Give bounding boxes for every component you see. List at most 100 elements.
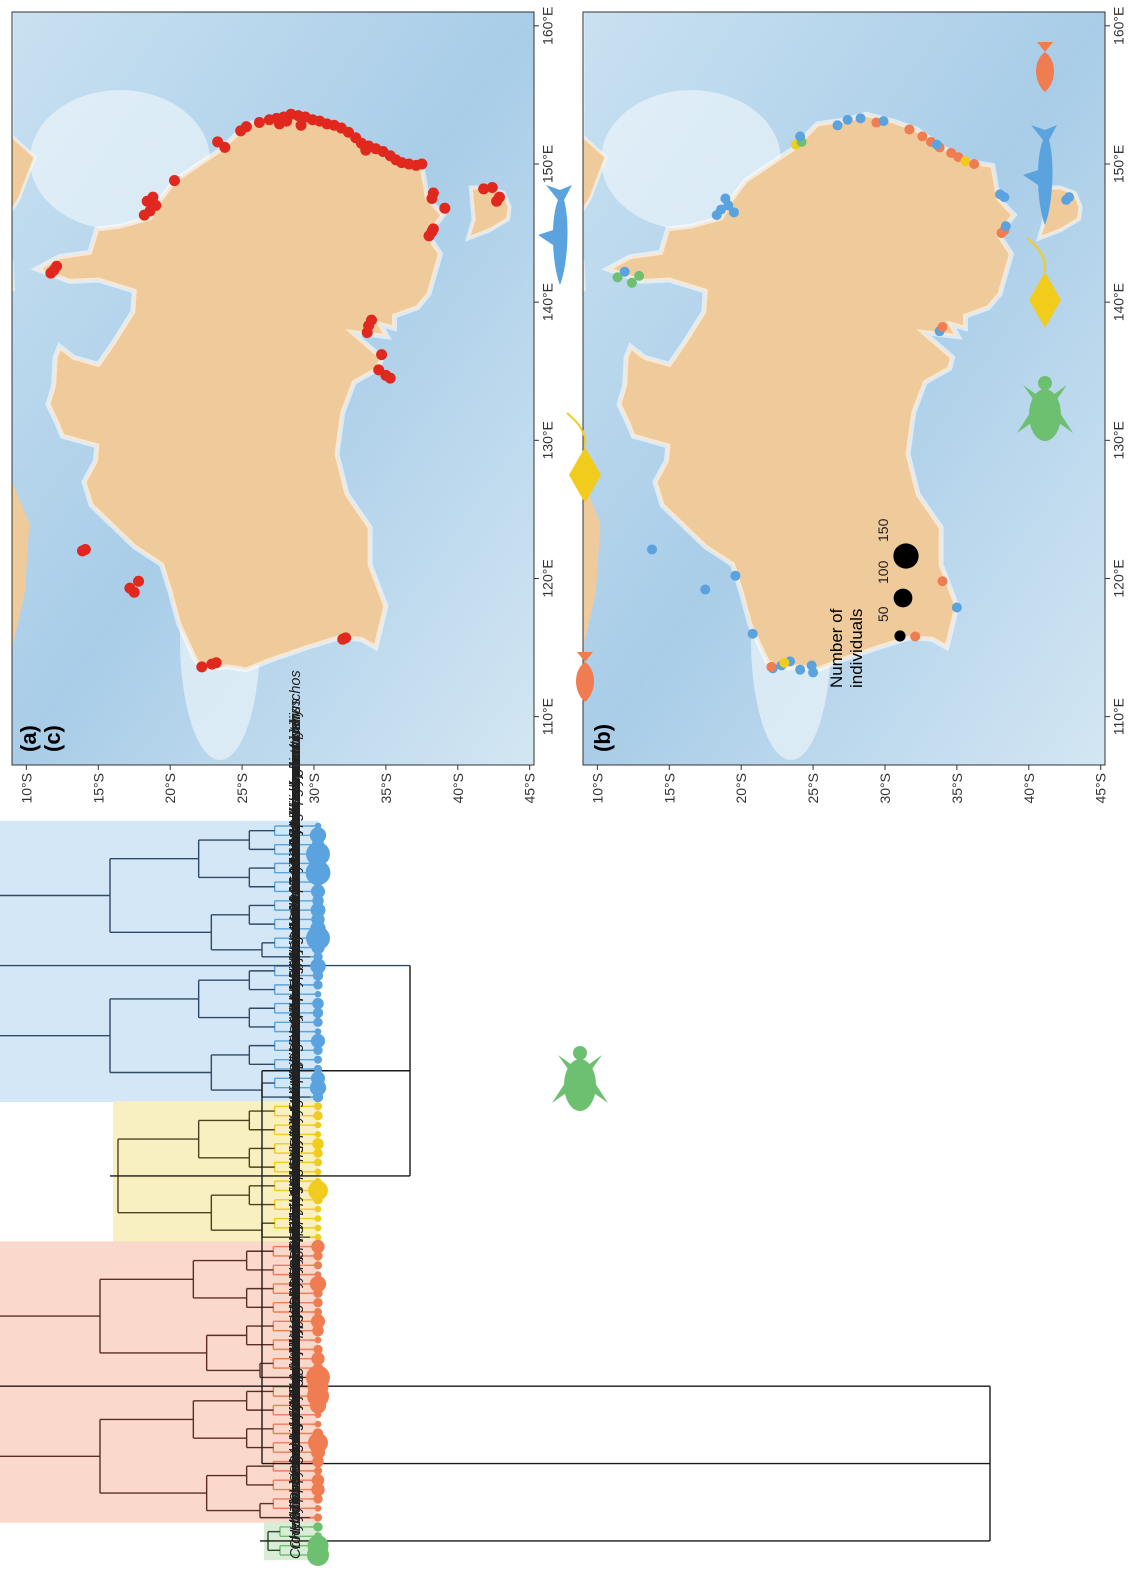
legend-title-2: individuals	[847, 609, 866, 688]
size-legend: Number of individuals 50 100 150	[827, 518, 919, 688]
species-name: Carcharhinus albimarginatus	[288, 730, 304, 915]
detection-point	[360, 144, 372, 156]
detection-point	[147, 191, 159, 203]
map-a-lat-ticks: 10°S 15°S 20°S 25°S 30°S 35°S 40°S 45°S	[18, 765, 538, 804]
tip-circle	[310, 884, 326, 899]
species-name: Lutjanus lutjanus	[288, 1319, 304, 1428]
tip-circle	[314, 1420, 322, 1428]
detection-point	[416, 158, 428, 170]
species-name: Carcharodon carcharias	[288, 928, 304, 1083]
panel-label-a: (a)	[16, 725, 41, 752]
tip-circle	[311, 1482, 325, 1497]
species-name: Hydrophis curtus	[288, 1422, 304, 1531]
species-name: Carcharhinus obscurus	[288, 784, 304, 933]
species-name: Chelonia mydas	[288, 1446, 304, 1550]
tip-circle	[314, 1168, 322, 1176]
map-a-lon-ticks: 110°E 120°E 130°E 140°E 150°E 160°E	[534, 7, 555, 735]
tip-circle	[314, 1205, 322, 1213]
species-name: Sphyrna mokarran	[288, 860, 304, 979]
detection-point	[373, 364, 385, 376]
tip-circle	[309, 1275, 327, 1293]
species-name: Plectropomus leopardus	[288, 1104, 304, 1260]
legend-size-circle	[893, 588, 913, 608]
detection-point-sharks	[619, 266, 630, 277]
species-name: Platycephalus caeruleopunctatus	[288, 1094, 304, 1307]
map-b-indonesia	[583, 481, 601, 765]
detection-point-sharks	[728, 207, 739, 218]
species-name: Glyphis glyphis	[288, 751, 304, 849]
map-b-detections	[612, 113, 1075, 678]
lon-tick-label: 160°E	[539, 7, 555, 45]
tip-circle	[313, 1297, 323, 1308]
lon-tick-label: 130°E	[1110, 421, 1126, 459]
panel-label-b: (b)	[590, 724, 615, 752]
detection-point-sharks	[931, 139, 942, 150]
species-name: Achoerodus viridis	[288, 1338, 304, 1457]
species-name: Rhincodon typus	[288, 956, 304, 1064]
detection-point-sharks	[1000, 221, 1011, 232]
species-name: Lutjanus bohar	[288, 1322, 304, 1419]
species-name: Nemadactylus douglasii	[288, 1199, 304, 1353]
detection-point-reptiles	[612, 272, 623, 283]
legend-title-1: Number of	[827, 608, 846, 688]
legend-size-circle	[894, 630, 906, 642]
species-name: Carangoides fulvoguttatus	[288, 1334, 304, 1502]
species-name: Hydrophis elegans	[288, 1420, 304, 1540]
clade-box-fish	[0, 1241, 318, 1523]
lat-tick-label: 30°S	[306, 773, 322, 804]
tip-circle	[313, 1307, 323, 1317]
species-name: Kyphosus vaigiensis	[288, 1213, 304, 1344]
species-name: Scomberomorus commerson	[288, 1335, 304, 1521]
shark-icon	[538, 185, 572, 285]
detection-point-rays	[779, 657, 790, 668]
lat-tick-label: 35°S	[378, 773, 394, 804]
lon-tick-label: 150°E	[539, 145, 555, 183]
detection-point	[210, 657, 222, 669]
species-name: Caranx ignobilis	[288, 1381, 304, 1484]
species-name: Lutjanus johnii	[288, 1344, 304, 1437]
lat-tick-label: 20°S	[733, 773, 749, 804]
species-name: Mustelus antarcticus	[288, 885, 304, 1017]
species-name: Platycephalus richardsoni	[288, 1131, 304, 1297]
tip-circle	[313, 1251, 323, 1261]
turtle-icon	[1017, 376, 1073, 441]
lat-tick-label: 15°S	[90, 773, 106, 804]
tip-circle	[310, 1033, 326, 1049]
species-name: Pateobatis jenkinsii	[288, 1014, 304, 1139]
species-name: Orectolobus halei	[288, 941, 304, 1055]
species-name: Himantura dalyensis	[288, 979, 304, 1110]
tip-circle	[313, 1513, 323, 1522]
legend-size-label: 50	[875, 606, 891, 622]
species-name: Heterodontus portusjacksoni	[288, 907, 304, 1092]
detection-point-fish	[904, 124, 915, 135]
species-name: Carcharhinus melanopterus	[288, 699, 304, 877]
map-a-indonesia	[12, 481, 30, 765]
species-name: Notorynchus cepedianus	[288, 941, 304, 1101]
species-name: Crocodylus porosus	[288, 1431, 304, 1559]
tip-circle	[309, 1079, 327, 1096]
tip-circle	[314, 1411, 322, 1419]
species-name: Taeniura lymma	[288, 1083, 304, 1186]
tip-circle	[310, 902, 326, 918]
species-name: Sillago ciliata	[288, 1325, 304, 1410]
detection-point-sharks	[855, 113, 866, 124]
legend-size-label: 100	[875, 560, 891, 584]
lat-tick-label: 30°S	[877, 773, 893, 804]
species-name: Himantura astra	[288, 1026, 304, 1129]
species-name: Carcharhinus plumbeus	[288, 770, 304, 923]
detection-point-rays	[960, 156, 971, 167]
tip-circle	[313, 1158, 323, 1167]
tip-circle	[306, 1543, 330, 1567]
lon-tick-label: 160°E	[1110, 7, 1126, 45]
species-name: Scarus rivulatus	[288, 1362, 304, 1465]
detection-point-fish	[917, 131, 928, 142]
tip-circle	[314, 1504, 322, 1512]
fish-icon	[1036, 42, 1054, 92]
detection-point	[253, 117, 265, 129]
detection-point	[124, 582, 136, 594]
detection-point-sharks	[832, 120, 843, 131]
detection-point-sharks	[747, 628, 758, 639]
clade-box-sharks	[0, 820, 318, 1103]
detection-point	[427, 187, 439, 199]
